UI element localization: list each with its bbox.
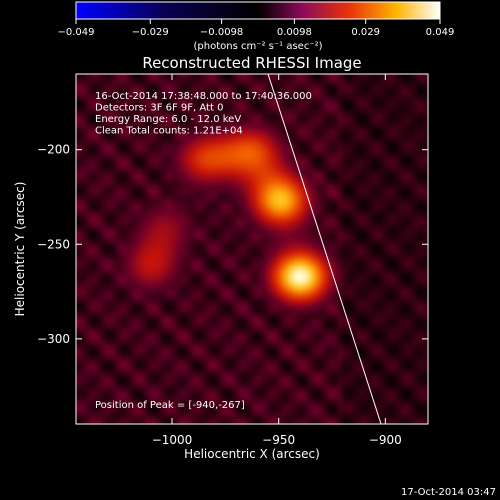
x-axis-ticks: −1000 −950 −900 xyxy=(152,74,402,447)
colorbar-tick-label: −0.029 xyxy=(132,27,169,38)
chart-title: Reconstructed RHESSI Image xyxy=(142,54,361,72)
colorbar-label: (photons cm⁻² s⁻¹ asec⁻²) xyxy=(193,41,322,52)
colorbar-tick-label: 0.029 xyxy=(351,27,380,38)
colorbar-ticks: −0.049 −0.029 −0.0098 0.0098 0.029 0.049 xyxy=(57,19,454,38)
colorbar xyxy=(75,1,441,20)
plot-frame xyxy=(75,73,429,425)
observation-info: 16-Oct-2014 17:38:48.000 to 17:40:36.000… xyxy=(95,91,312,137)
y-axis-ticks: −200 −250 −300 xyxy=(37,143,428,346)
x-tick-label: −900 xyxy=(369,433,402,447)
solar-limb-line xyxy=(267,74,382,424)
info-line: Clean Total counts: 1.21E+04 xyxy=(95,126,243,137)
colorbar-tick-label: −0.0098 xyxy=(200,27,243,38)
x-tick-label: −950 xyxy=(262,433,295,447)
heatmap-image xyxy=(76,74,428,424)
x-axis-label: Heliocentric X (arcsec) xyxy=(184,447,320,461)
colorbar-tick-label: 0.0098 xyxy=(277,27,312,38)
info-line: 16-Oct-2014 17:38:48.000 to 17:40:36.000 xyxy=(95,91,312,102)
info-line: Energy Range: 6.0 - 12.0 keV xyxy=(95,114,241,125)
y-tick-label: −300 xyxy=(37,332,70,346)
y-tick-label: −250 xyxy=(37,237,70,251)
y-axis-label: Heliocentric Y (arcsec) xyxy=(13,182,27,317)
peak-position-text: Position of Peak = [-940,-267] xyxy=(95,400,245,411)
info-line: Detectors: 3F 6F 9F, Att 0 xyxy=(95,103,223,114)
footer-date: 17-Oct-2014 03:47 xyxy=(401,487,496,498)
colorbar-tick-label: 0.049 xyxy=(426,27,455,38)
x-tick-label: −1000 xyxy=(152,433,193,447)
y-tick-label: −200 xyxy=(37,143,70,157)
colorbar-tick-label: −0.049 xyxy=(57,27,94,38)
